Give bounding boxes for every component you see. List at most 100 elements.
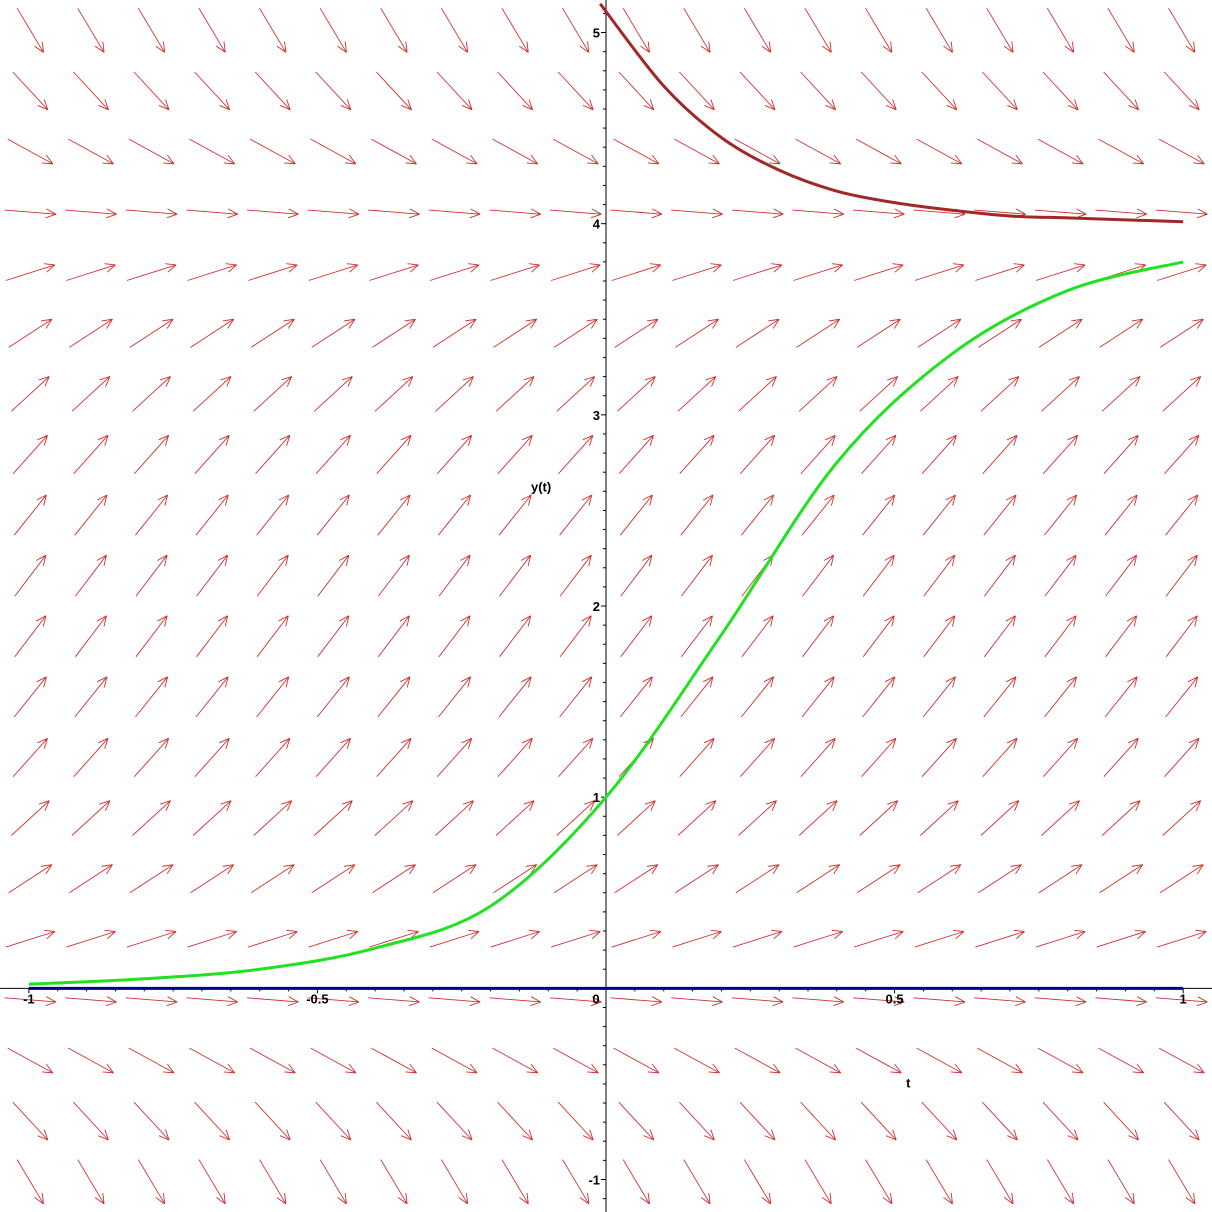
- solution-curves: [28, 2, 1184, 990]
- y-tick-labels: -1 1 2 3 4 5: [588, 25, 600, 1187]
- field-arrow: [622, 1159, 650, 1205]
- field-arrow: [253, 800, 293, 836]
- field-arrow: [974, 996, 1026, 1007]
- field-arrow: [126, 929, 177, 948]
- field-arrow: [620, 554, 653, 597]
- field-arrow: [135, 676, 169, 718]
- field-arrow: [559, 676, 593, 718]
- field-arrow: [310, 1047, 357, 1074]
- y-tick-label: 5: [593, 25, 600, 40]
- field-arrow: [256, 676, 290, 718]
- field-arrow: [792, 208, 844, 219]
- field-arrow: [920, 800, 959, 836]
- solution-curve: [599, 2, 1184, 224]
- field-arrow: [557, 1101, 594, 1141]
- field-arrow: [498, 494, 532, 536]
- field-arrow: [368, 996, 420, 1007]
- field-arrow: [489, 996, 541, 1007]
- field-arrow: [743, 7, 772, 53]
- field-arrow: [613, 138, 660, 165]
- field-arrow: [497, 737, 533, 777]
- field-arrow: [132, 376, 171, 412]
- field-arrow: [186, 996, 238, 1007]
- field-arrow: [983, 615, 1016, 658]
- field-arrow: [254, 1101, 291, 1141]
- field-arrow: [741, 676, 775, 718]
- field-arrow: [69, 864, 113, 894]
- field-arrow: [975, 263, 1025, 281]
- field-arrow: [1042, 737, 1079, 777]
- field-arrow: [77, 1159, 105, 1205]
- field-arrow: [436, 434, 473, 474]
- field-arrow: [314, 376, 353, 412]
- field-arrow: [492, 1047, 539, 1074]
- field-arrow: [371, 1047, 417, 1074]
- field-arrow: [495, 800, 535, 836]
- field-arrow: [490, 929, 540, 948]
- field-arrow: [975, 929, 1025, 948]
- field-arrow: [74, 615, 107, 658]
- field-arrow: [865, 1159, 893, 1205]
- field-arrow: [800, 1101, 837, 1141]
- direction-field: [4, 7, 1208, 1205]
- field-arrow: [1041, 800, 1080, 836]
- field-arrow: [680, 615, 713, 658]
- field-arrow: [920, 376, 959, 412]
- field-arrow: [800, 737, 836, 777]
- field-arrow: [734, 138, 781, 165]
- field-arrow: [556, 800, 596, 836]
- field-arrow: [249, 138, 296, 165]
- field-arrow: [914, 263, 965, 281]
- field-arrow: [679, 737, 715, 777]
- field-arrow: [497, 434, 533, 474]
- field-arrow: [675, 318, 719, 348]
- field-arrow: [852, 996, 905, 1007]
- field-arrow: [622, 7, 650, 53]
- field-arrow: [133, 434, 170, 474]
- field-arrow: [12, 737, 48, 777]
- field-arrow: [738, 800, 777, 836]
- field-arrow: [254, 71, 291, 111]
- field-arrow: [128, 138, 175, 165]
- field-arrow: [1162, 376, 1202, 412]
- field-arrow: [432, 318, 477, 348]
- field-arrow: [1042, 1101, 1079, 1141]
- field-arrow: [732, 263, 783, 281]
- field-arrow: [499, 554, 532, 597]
- field-arrow: [376, 1101, 412, 1141]
- field-arrow: [186, 208, 238, 219]
- field-arrow: [1158, 138, 1205, 165]
- field-arrow: [917, 864, 962, 894]
- field-arrow: [315, 71, 352, 111]
- field-arrow: [368, 208, 420, 219]
- field-arrow: [859, 800, 899, 836]
- field-arrow: [308, 263, 359, 281]
- field-arrow: [862, 554, 895, 597]
- field-arrow: [248, 263, 298, 281]
- field-arrow: [194, 71, 231, 111]
- field-arrow: [1159, 864, 1204, 894]
- field-arrow: [986, 7, 1014, 53]
- field-arrow: [137, 7, 166, 53]
- field-arrow: [198, 7, 226, 53]
- field-arrow: [1098, 138, 1145, 165]
- field-arrow: [374, 376, 414, 412]
- field-arrow: [436, 71, 473, 111]
- field-arrow: [1034, 996, 1087, 1007]
- field-arrow: [802, 615, 835, 658]
- field-arrow: [125, 208, 178, 219]
- field-arrow: [256, 494, 290, 536]
- field-arrow: [549, 996, 602, 1007]
- field-arrow: [679, 434, 715, 474]
- field-arrow: [431, 1047, 478, 1074]
- field-arrow: [855, 138, 902, 165]
- field-arrow: [194, 1101, 231, 1141]
- field-arrow: [16, 1159, 44, 1205]
- field-arrow: [978, 864, 1022, 894]
- field-arrow: [1165, 676, 1199, 718]
- field-arrow: [559, 615, 592, 658]
- field-arrow: [436, 1101, 473, 1141]
- field-arrow: [982, 71, 1018, 111]
- field-arrow: [735, 318, 780, 348]
